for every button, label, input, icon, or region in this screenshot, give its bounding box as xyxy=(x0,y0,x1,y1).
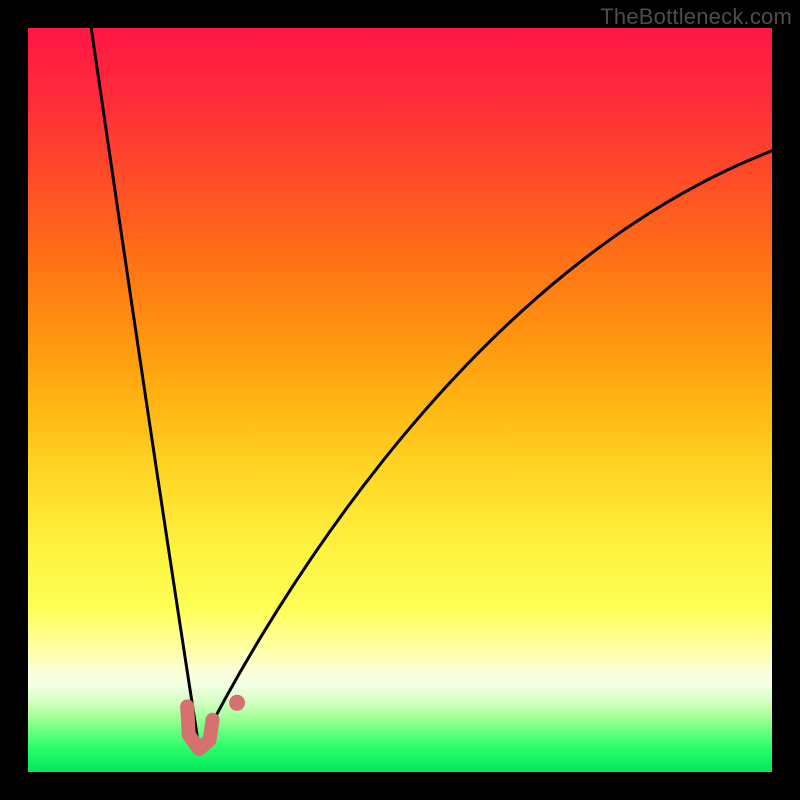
optimum-marker-cap xyxy=(180,700,194,714)
chart-stage: TheBottleneck.com xyxy=(0,0,800,800)
optimum-marker-cap xyxy=(206,713,220,727)
watermark-text: TheBottleneck.com xyxy=(600,4,792,30)
optimum-marker-dot xyxy=(229,695,245,711)
gradient-background xyxy=(28,28,772,772)
bottleneck-chart xyxy=(0,0,800,800)
